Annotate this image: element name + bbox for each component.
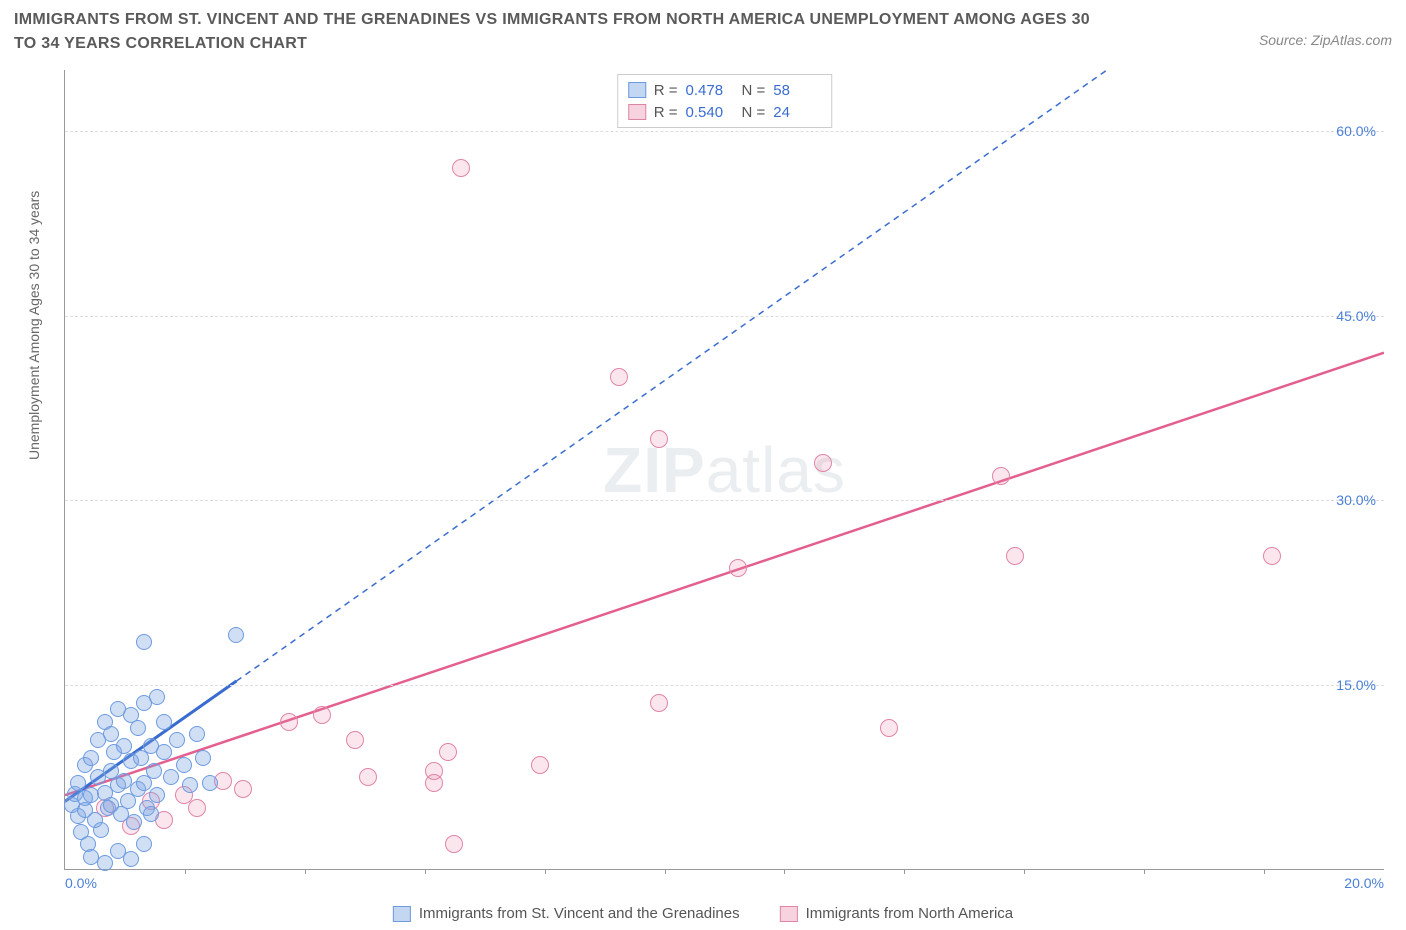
data-point <box>650 430 668 448</box>
watermark: ZIPatlas <box>603 433 846 507</box>
data-point <box>130 720 146 736</box>
data-point <box>123 851 139 867</box>
y-tick-label: 30.0% <box>1336 492 1376 508</box>
data-point <box>814 454 832 472</box>
r-value-pink: 0.540 <box>686 104 734 121</box>
data-point <box>136 634 152 650</box>
stats-row-blue: R = 0.478 N = 58 <box>628 79 822 101</box>
data-point <box>156 744 172 760</box>
data-point <box>202 775 218 791</box>
y-axis-label: Unemployment Among Ages 30 to 34 years <box>26 191 42 460</box>
swatch-pink-icon <box>628 104 646 120</box>
trend-lines <box>65 70 1384 869</box>
data-point <box>93 822 109 838</box>
data-point <box>610 368 628 386</box>
swatch-pink-icon <box>780 906 798 922</box>
data-point <box>169 732 185 748</box>
data-point <box>126 814 142 830</box>
data-point <box>176 757 192 773</box>
legend-label-blue: Immigrants from St. Vincent and the Gren… <box>419 905 740 922</box>
data-point <box>425 774 443 792</box>
x-minor-tick <box>1024 869 1025 874</box>
data-point <box>439 743 457 761</box>
chart-title: IMMIGRANTS FROM ST. VINCENT AND THE GREN… <box>14 8 1114 56</box>
y-tick-label: 15.0% <box>1336 677 1376 693</box>
data-point <box>346 731 364 749</box>
x-minor-tick <box>305 869 306 874</box>
x-minor-tick <box>665 869 666 874</box>
n-label: N = <box>742 82 766 99</box>
legend-label-pink: Immigrants from North America <box>806 905 1014 922</box>
data-point <box>195 750 211 766</box>
data-point <box>149 787 165 803</box>
data-point <box>103 797 119 813</box>
x-minor-tick <box>1144 869 1145 874</box>
data-point <box>103 726 119 742</box>
data-point <box>136 836 152 852</box>
x-minor-tick <box>1264 869 1265 874</box>
data-point <box>992 467 1010 485</box>
data-point <box>359 768 377 786</box>
y-tick-label: 45.0% <box>1336 308 1376 324</box>
gridline <box>65 500 1384 501</box>
data-point <box>1006 547 1024 565</box>
x-minor-tick <box>904 869 905 874</box>
x-tick-label: 20.0% <box>1344 875 1384 891</box>
swatch-blue-icon <box>628 82 646 98</box>
data-point <box>146 763 162 779</box>
data-point <box>650 694 668 712</box>
y-tick-label: 60.0% <box>1336 123 1376 139</box>
gridline <box>65 685 1384 686</box>
x-tick-label: 0.0% <box>65 875 97 891</box>
stats-row-pink: R = 0.540 N = 24 <box>628 101 822 123</box>
swatch-blue-icon <box>393 906 411 922</box>
x-minor-tick <box>185 869 186 874</box>
x-minor-tick <box>784 869 785 874</box>
data-point <box>70 775 86 791</box>
data-point <box>452 159 470 177</box>
x-minor-tick <box>545 869 546 874</box>
data-point <box>116 738 132 754</box>
n-label: N = <box>742 104 766 121</box>
data-point <box>531 756 549 774</box>
r-label: R = <box>654 82 678 99</box>
data-point <box>188 799 206 817</box>
data-point <box>156 714 172 730</box>
data-point <box>234 780 252 798</box>
data-point <box>280 713 298 731</box>
source-attribution: Source: ZipAtlas.com <box>1259 32 1392 48</box>
legend-item-blue: Immigrants from St. Vincent and the Gren… <box>393 905 740 922</box>
data-point <box>143 806 159 822</box>
data-point <box>1263 547 1281 565</box>
data-point <box>880 719 898 737</box>
data-point <box>729 559 747 577</box>
correlation-stats-box: R = 0.478 N = 58 R = 0.540 N = 24 <box>617 74 833 128</box>
r-value-blue: 0.478 <box>686 82 734 99</box>
scatter-plot-area: ZIPatlas R = 0.478 N = 58 R = 0.540 N = … <box>64 70 1384 870</box>
data-point <box>77 802 93 818</box>
legend-item-pink: Immigrants from North America <box>780 905 1014 922</box>
data-point <box>313 706 331 724</box>
series-legend: Immigrants from St. Vincent and the Gren… <box>393 905 1013 922</box>
data-point <box>228 627 244 643</box>
n-value-blue: 58 <box>773 82 821 99</box>
gridline <box>65 316 1384 317</box>
x-minor-tick <box>425 869 426 874</box>
data-point <box>189 726 205 742</box>
r-label: R = <box>654 104 678 121</box>
n-value-pink: 24 <box>773 104 821 121</box>
data-point <box>445 835 463 853</box>
gridline <box>65 131 1384 132</box>
data-point <box>149 689 165 705</box>
data-point <box>163 769 179 785</box>
data-point <box>83 750 99 766</box>
data-point <box>97 855 113 871</box>
data-point <box>182 777 198 793</box>
